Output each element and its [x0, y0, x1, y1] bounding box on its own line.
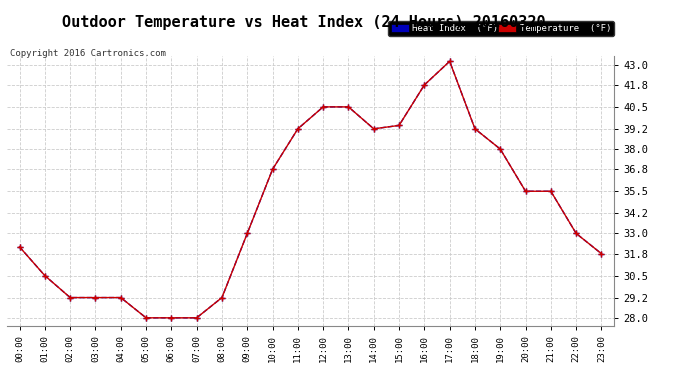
Text: Copyright 2016 Cartronics.com: Copyright 2016 Cartronics.com: [10, 49, 166, 58]
Legend: Heat Index  (°F), Temperature  (°F): Heat Index (°F), Temperature (°F): [388, 21, 614, 36]
Text: Outdoor Temperature vs Heat Index (24 Hours) 20160320: Outdoor Temperature vs Heat Index (24 Ho…: [62, 15, 545, 30]
